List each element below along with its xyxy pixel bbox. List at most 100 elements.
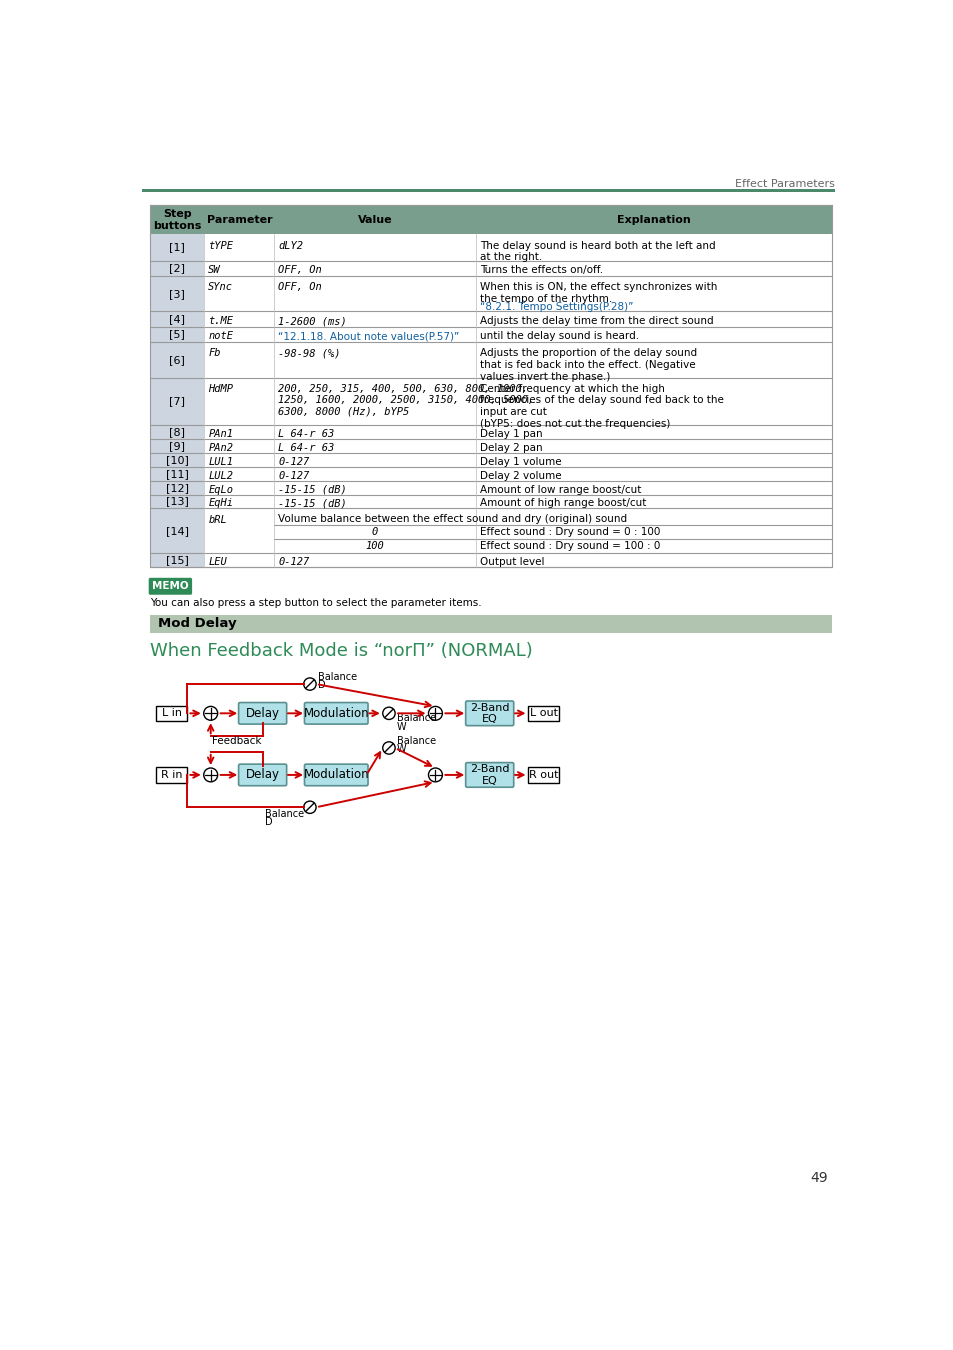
Text: R out: R out xyxy=(529,769,558,780)
Text: Effect sound : Dry sound = 100 : 0: Effect sound : Dry sound = 100 : 0 xyxy=(479,541,659,551)
Text: Balance: Balance xyxy=(317,672,356,682)
Text: notE: notE xyxy=(208,331,233,342)
Text: Modulation: Modulation xyxy=(303,707,369,720)
Text: OFF, On: OFF, On xyxy=(278,282,321,292)
Text: D: D xyxy=(317,680,325,690)
Text: When this is ON, the effect synchronizes with
the tempo of the rhythm.: When this is ON, the effect synchronizes… xyxy=(479,282,717,304)
Text: Fb: Fb xyxy=(208,348,221,358)
Bar xyxy=(150,509,204,554)
Text: 49: 49 xyxy=(809,1170,827,1184)
Text: Step
buttons: Step buttons xyxy=(153,209,201,231)
Text: [2]: [2] xyxy=(170,263,185,273)
Text: L out: L out xyxy=(530,709,558,718)
Text: t.ME: t.ME xyxy=(208,316,233,325)
Text: Feedback: Feedback xyxy=(212,736,261,747)
Bar xyxy=(150,467,831,481)
Text: Center frequency at which the high
frequencies of the delay sound fed back to th: Center frequency at which the high frequ… xyxy=(479,383,722,428)
Text: MEMO: MEMO xyxy=(152,582,189,591)
Text: -15-15 (dB): -15-15 (dB) xyxy=(278,485,347,494)
Text: EqLo: EqLo xyxy=(208,485,233,494)
Bar xyxy=(156,767,187,783)
Text: D: D xyxy=(265,817,273,828)
Text: SYnc: SYnc xyxy=(208,282,233,292)
Text: W: W xyxy=(396,744,406,755)
Bar xyxy=(150,554,831,567)
Text: Output level: Output level xyxy=(479,558,543,567)
Text: Balance: Balance xyxy=(265,809,304,819)
Bar xyxy=(150,614,831,633)
Text: [1]: [1] xyxy=(170,243,185,252)
FancyBboxPatch shape xyxy=(238,702,286,724)
Text: [7]: [7] xyxy=(170,397,185,406)
Text: L 64-r 63: L 64-r 63 xyxy=(278,429,334,439)
Bar xyxy=(528,706,558,721)
FancyBboxPatch shape xyxy=(465,701,513,726)
Text: HdMP: HdMP xyxy=(208,383,233,394)
Circle shape xyxy=(428,706,442,721)
Text: Delay 1 volume: Delay 1 volume xyxy=(479,456,560,467)
Bar xyxy=(150,554,204,567)
Bar xyxy=(142,189,835,192)
Text: Adjusts the delay time from the direct sound: Adjusts the delay time from the direct s… xyxy=(479,316,713,325)
Text: [9]: [9] xyxy=(170,441,185,451)
Text: Explanation: Explanation xyxy=(617,215,690,224)
Text: PAn1: PAn1 xyxy=(208,429,233,439)
Text: Amount of high range boost/cut: Amount of high range boost/cut xyxy=(479,498,645,509)
Text: [6]: [6] xyxy=(170,355,185,364)
Bar xyxy=(150,312,204,327)
Bar xyxy=(150,439,204,454)
Text: R in: R in xyxy=(161,769,183,780)
Bar xyxy=(150,205,831,235)
Bar xyxy=(150,261,831,275)
Text: [10]: [10] xyxy=(166,455,189,464)
Text: 2-Band
EQ: 2-Band EQ xyxy=(470,702,509,724)
Text: OFF, On: OFF, On xyxy=(278,265,321,275)
Bar xyxy=(156,706,187,721)
Text: [11]: [11] xyxy=(166,468,189,479)
Text: -15-15 (dB): -15-15 (dB) xyxy=(278,498,347,509)
Text: W: W xyxy=(396,722,406,732)
Bar xyxy=(150,425,204,439)
Bar xyxy=(150,481,204,494)
Circle shape xyxy=(204,768,217,782)
Circle shape xyxy=(382,707,395,720)
Text: PAn2: PAn2 xyxy=(208,443,233,454)
Bar xyxy=(150,205,831,567)
Text: 1-2600 (ms): 1-2600 (ms) xyxy=(278,316,347,325)
Text: Value: Value xyxy=(357,215,392,224)
Circle shape xyxy=(303,678,315,690)
Bar xyxy=(150,467,204,481)
Text: L 64-r 63: L 64-r 63 xyxy=(278,443,334,454)
Bar xyxy=(150,425,831,439)
Text: until the delay sound is heard.: until the delay sound is heard. xyxy=(479,331,639,342)
Text: Delay 2 volume: Delay 2 volume xyxy=(479,471,560,481)
Text: 0-127: 0-127 xyxy=(278,558,309,567)
Bar xyxy=(150,275,831,312)
FancyBboxPatch shape xyxy=(304,702,368,724)
Text: [12]: [12] xyxy=(166,483,189,493)
Text: Mod Delay: Mod Delay xyxy=(158,617,236,630)
Bar xyxy=(150,342,831,378)
Text: -98-98 (%): -98-98 (%) xyxy=(278,348,340,358)
FancyBboxPatch shape xyxy=(238,764,286,786)
Text: LUL1: LUL1 xyxy=(208,456,233,467)
Text: When Feedback Mode is “norΠ” (NORMAL): When Feedback Mode is “norΠ” (NORMAL) xyxy=(150,643,533,660)
Text: Delay 1 pan: Delay 1 pan xyxy=(479,429,541,439)
Text: Parameter: Parameter xyxy=(207,215,272,224)
Text: Delay: Delay xyxy=(245,768,279,782)
Bar xyxy=(150,454,204,467)
Text: [8]: [8] xyxy=(170,427,185,437)
Bar xyxy=(150,378,831,425)
FancyBboxPatch shape xyxy=(149,578,192,595)
Text: Modulation: Modulation xyxy=(303,768,369,782)
Text: L in: L in xyxy=(162,709,182,718)
Text: Turns the effects on/off.: Turns the effects on/off. xyxy=(479,265,602,275)
Circle shape xyxy=(303,801,315,814)
Bar xyxy=(150,327,204,342)
Bar xyxy=(150,275,204,312)
Text: Delay: Delay xyxy=(245,707,279,720)
Bar xyxy=(150,454,831,467)
Circle shape xyxy=(382,741,395,755)
Text: 0-127: 0-127 xyxy=(278,456,309,467)
Text: dLY2: dLY2 xyxy=(278,240,303,251)
